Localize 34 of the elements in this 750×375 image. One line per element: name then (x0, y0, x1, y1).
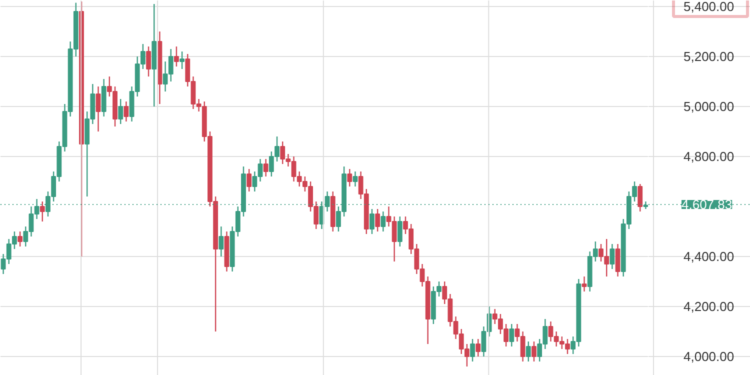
candlestick (638, 183, 643, 212)
candlestick (470, 338, 475, 362)
ref-line-label: 4,607.83 (682, 197, 732, 212)
candlestick (375, 208, 380, 232)
candlestick (370, 208, 374, 235)
candlestick (246, 168, 252, 192)
candlestick (610, 243, 615, 270)
y-tick-label: 5,200.00 (684, 49, 734, 64)
y-tick-label: 4,400.00 (684, 249, 734, 264)
candlestick (347, 168, 352, 188)
y-tick-label: 4,800.00 (684, 149, 734, 164)
candlestick (180, 50, 185, 70)
candlestick (476, 338, 481, 358)
candlestick (263, 158, 268, 178)
y-tick-label: 5,400.00 (684, 0, 734, 14)
y-tick-label: 4,000.00 (684, 349, 734, 364)
candlestick (174, 46, 179, 68)
candlestick (146, 46, 151, 78)
candlestick (124, 100, 129, 122)
candlestick (40, 200, 45, 222)
candlestick (118, 98, 124, 125)
y-tick-label: 4,200.00 (684, 299, 734, 314)
y-tick-label: 5,000.00 (684, 99, 734, 114)
candlestick (615, 243, 620, 278)
candlestick (96, 86, 101, 132)
candlestick (397, 216, 402, 248)
candlestick (18, 230, 23, 248)
candlestick (582, 276, 587, 292)
candlestick (509, 323, 514, 348)
candlestick (526, 340, 531, 362)
candlestick (218, 226, 224, 258)
candlestick (380, 210, 386, 232)
candlestick (532, 340, 536, 362)
candlestick (352, 170, 358, 188)
